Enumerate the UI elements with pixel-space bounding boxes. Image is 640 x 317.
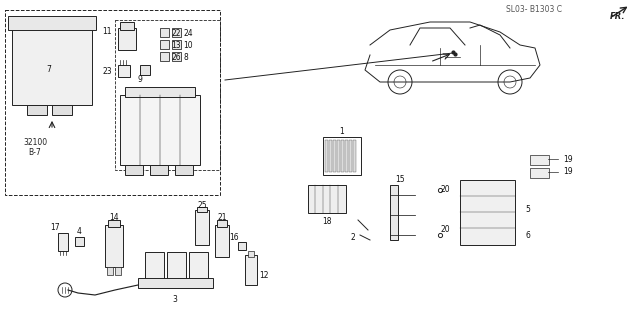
Text: 11: 11 [102,28,112,36]
FancyBboxPatch shape [189,252,208,280]
FancyBboxPatch shape [125,87,195,97]
FancyBboxPatch shape [345,140,348,172]
Text: 26: 26 [171,53,180,61]
FancyBboxPatch shape [349,140,352,172]
FancyBboxPatch shape [105,225,123,267]
FancyBboxPatch shape [248,251,254,257]
FancyBboxPatch shape [308,185,346,213]
Text: 22: 22 [171,29,180,37]
Text: 18: 18 [323,217,332,225]
Text: 4: 4 [77,228,81,236]
Text: 1: 1 [340,127,344,137]
FancyBboxPatch shape [195,210,209,245]
FancyBboxPatch shape [238,242,246,250]
FancyBboxPatch shape [145,252,164,280]
FancyBboxPatch shape [325,140,328,172]
Text: 19: 19 [563,167,573,177]
Text: 9: 9 [138,75,143,85]
Text: 17: 17 [50,223,60,232]
Text: 32100
B-7: 32100 B-7 [23,138,47,158]
Text: 12: 12 [259,270,269,280]
Text: 5: 5 [525,205,530,215]
FancyBboxPatch shape [172,40,181,49]
FancyBboxPatch shape [115,267,121,275]
FancyBboxPatch shape [138,278,213,288]
Text: 14: 14 [109,214,119,223]
FancyBboxPatch shape [75,237,84,246]
FancyBboxPatch shape [27,105,47,115]
FancyBboxPatch shape [337,140,340,172]
Text: 10: 10 [183,41,193,49]
Text: 2: 2 [350,232,355,242]
FancyBboxPatch shape [108,220,120,227]
FancyBboxPatch shape [333,140,336,172]
Text: 19: 19 [563,154,573,164]
Text: 21: 21 [217,214,227,223]
Text: 16: 16 [229,232,239,242]
FancyBboxPatch shape [118,65,130,77]
FancyBboxPatch shape [52,105,72,115]
FancyBboxPatch shape [140,65,150,75]
Text: 6: 6 [525,230,530,240]
Text: 7: 7 [47,66,51,74]
FancyBboxPatch shape [390,185,398,240]
FancyBboxPatch shape [460,180,515,245]
FancyBboxPatch shape [329,140,332,172]
FancyBboxPatch shape [529,154,548,165]
FancyBboxPatch shape [120,22,134,30]
FancyBboxPatch shape [160,28,169,37]
FancyBboxPatch shape [12,25,92,105]
FancyBboxPatch shape [120,95,200,165]
Text: 8: 8 [183,53,188,61]
Text: 20: 20 [440,225,450,235]
FancyBboxPatch shape [175,165,193,175]
FancyBboxPatch shape [160,40,169,49]
Text: 3: 3 [173,295,177,305]
FancyBboxPatch shape [8,16,96,30]
FancyBboxPatch shape [341,140,344,172]
FancyBboxPatch shape [217,220,227,227]
Text: 24: 24 [183,29,193,37]
FancyBboxPatch shape [107,267,113,275]
FancyBboxPatch shape [245,255,257,285]
FancyBboxPatch shape [150,165,168,175]
FancyBboxPatch shape [353,140,356,172]
Text: 15: 15 [395,176,405,184]
FancyBboxPatch shape [125,165,143,175]
FancyBboxPatch shape [172,28,181,37]
Text: SL03- B1303 C: SL03- B1303 C [506,5,562,14]
Text: 23: 23 [102,67,112,75]
FancyBboxPatch shape [172,52,181,61]
Text: FR.: FR. [610,12,625,21]
FancyBboxPatch shape [58,233,68,251]
FancyBboxPatch shape [167,252,186,280]
FancyBboxPatch shape [197,207,207,212]
FancyBboxPatch shape [118,28,136,50]
Text: 13: 13 [171,41,180,49]
FancyBboxPatch shape [529,167,548,178]
FancyBboxPatch shape [160,52,169,61]
FancyBboxPatch shape [215,225,229,257]
Text: 25: 25 [197,200,207,210]
Text: 20: 20 [440,185,450,195]
